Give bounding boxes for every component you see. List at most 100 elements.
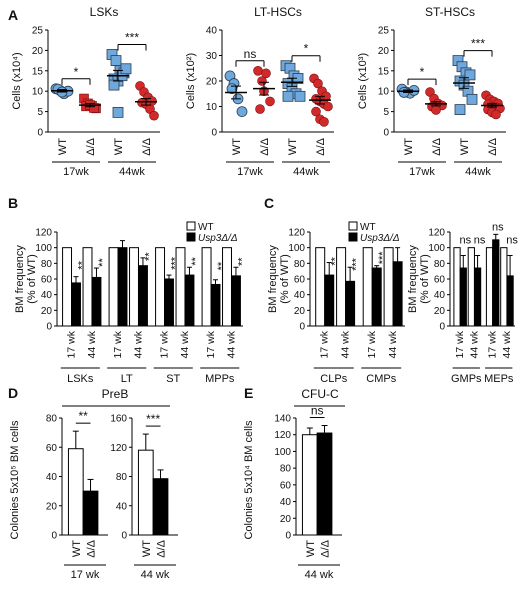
panel-a-0-title: LSKs <box>90 5 119 19</box>
panel-c-left-y-tick-label: 40 <box>294 290 306 301</box>
panel-letter-b: B <box>8 195 18 211</box>
panel-b-bar-ko <box>184 274 195 327</box>
panel-c-left-y-tick-label: 0 <box>299 322 305 333</box>
panel-b-y-tick-label: 20 <box>41 306 53 317</box>
panel-a-1-y-tick-label: 30 <box>206 51 218 62</box>
panel-d-17wk-y-tick-label: 0 <box>51 531 57 542</box>
panel-d-44wk-y-tick-label: 80 <box>116 472 128 483</box>
panel-d-17wk-bar-ko <box>82 490 99 536</box>
panel-a-0-sig-label: * <box>74 65 79 79</box>
panel-c-right-sig-label: ns <box>492 221 504 233</box>
panel-b-y-tick-label: 100 <box>35 243 52 254</box>
panel-a-2-ylabel: Cells (x10³) <box>357 53 369 109</box>
panel-c-left-y-tick-label: 60 <box>294 275 306 286</box>
panel-d-17wk-y-tick-label: 80 <box>46 414 58 425</box>
panel-c-left-ylabel-unit: (% of WT) <box>279 254 291 304</box>
panel-b-legend-swatch-wt <box>186 221 196 231</box>
panel-b-bar-ko <box>210 283 221 327</box>
panel-a-0-group-label: WT <box>113 138 125 155</box>
panel-c-left-sig-label: *** <box>351 257 363 271</box>
panel-a-1-point-ko <box>311 106 321 117</box>
panel-a-2-y-tick-label: 20 <box>378 46 390 57</box>
panel-a-0-group-label: WT <box>57 138 69 155</box>
panel-d-17wk-category-label: WT <box>71 540 83 557</box>
panel-a-0-y-tick-label: 20 <box>32 46 44 57</box>
panel-a-2-group-label: WT <box>459 138 471 155</box>
panel-a-1-y-tick-label: 20 <box>206 77 218 88</box>
panel-c-right-y-tick-label: 60 <box>434 275 446 286</box>
panel-b-group-label: LSKs <box>67 373 94 385</box>
panel-a-2-title: ST-HSCs <box>425 5 475 19</box>
panel-a-2-y-tick-label: 25 <box>378 26 390 37</box>
panel-e-44wk-category-label: WT <box>305 540 317 557</box>
panel-a-1-ylabel: Cells (x10²) <box>185 53 197 109</box>
panel-letter-a: A <box>8 7 18 23</box>
panel-b-bar-ko <box>71 282 81 327</box>
panel-c-left-group-label: CMPs <box>366 373 396 385</box>
panel-b-sig-label: ** <box>190 256 202 265</box>
panel-c-right-sig-label: ns <box>506 235 518 247</box>
panel-a-2-point-ko <box>431 105 441 115</box>
panel-c-left-bar-wt <box>315 247 326 327</box>
panel-d-44wk-y-tick-label: 160 <box>110 414 127 425</box>
panel-c-left-bar-wt <box>336 247 347 327</box>
panel-c-right-bar-wt <box>485 247 494 327</box>
panel-c-right-age-label: 17 wk <box>454 330 466 358</box>
panel-d-17wk-y-tick-label: 40 <box>46 472 58 483</box>
panel-b-bar-wt <box>108 247 119 327</box>
panel-letter-e: E <box>244 385 253 401</box>
panel-a-0-y-tick-label: 15 <box>32 66 44 77</box>
panel-a-1-point-ko <box>261 68 271 79</box>
panel-b-age-label: 44 wk <box>179 330 191 358</box>
panel-e-44wk-y-tick-label: 60 <box>280 480 292 491</box>
panel-a-0-point-wt <box>108 79 120 91</box>
panel-b-y-tick-label: 40 <box>41 290 53 301</box>
panel-a-2-y-tick-label: 15 <box>378 66 390 77</box>
panel-c-right-y-tick-label: 40 <box>434 290 446 301</box>
panel-a-0-group-label: Δ/Δ <box>85 137 97 155</box>
panel-a-2-y-tick-label: 5 <box>383 107 389 118</box>
panel-letter-c: C <box>264 195 274 211</box>
panel-c-right-sig-label: ns <box>459 235 471 247</box>
panel-c-right-sig-label: ns <box>474 235 486 247</box>
panel-a-2-y-tick-label: 10 <box>378 87 390 98</box>
panel-a-0-age-label: 44wk <box>119 166 145 178</box>
panel-e-44wk-bar-ko <box>316 432 333 536</box>
panel-c-right-y-tick-label: 0 <box>439 322 445 333</box>
panel-a-0-point-wt <box>112 107 124 118</box>
panel-a-1-point-ko <box>313 78 323 89</box>
panel-b-bar-wt <box>222 247 232 327</box>
panel-a-0-sig-label: *** <box>125 30 139 44</box>
panel-b-age-label: 44 wk <box>132 330 144 358</box>
panel-c-right-bar-wt <box>500 247 508 327</box>
panel-e-title: CFU-C <box>301 387 339 401</box>
panel-b-y-tick-label: 0 <box>46 322 52 333</box>
panel-b-age-label: 44 wk <box>86 330 98 358</box>
panel-b-bar-wt <box>62 247 73 327</box>
panel-e-44wk-category-label: Δ/Δ <box>320 539 332 557</box>
panel-c-right-age-label: 44 wk <box>468 330 480 358</box>
panel-b-age-label: 17 wk <box>112 330 124 358</box>
panel-b-sig-label: ** <box>76 260 88 269</box>
panel-b-ylabel-unit: (% of WT) <box>26 254 38 304</box>
panel-c-left-y-tick-label: 80 <box>294 259 306 270</box>
panel-e-44wk-y-tick-label: 120 <box>274 430 291 441</box>
panel-b-bar-wt <box>129 247 139 327</box>
panel-b-bar-ko <box>117 247 128 327</box>
panel-a-1-point-ko <box>323 101 333 112</box>
panel-b-group-label: MPPs <box>205 373 235 385</box>
panel-c-left-bar-ko <box>324 274 335 327</box>
panel-c-right-ylabel-unit: (% of WT) <box>419 254 431 304</box>
panel-c-left-legend-label-ko: Usp3Δ/Δ <box>360 233 400 244</box>
panel-d-17wk-bar-wt <box>67 448 84 536</box>
panel-d-ylabel: Colonies 5x10⁵ BM cells <box>9 420 21 539</box>
panel-c-right-bar-ko <box>506 275 514 327</box>
panel-a-0-y-tick-label: 10 <box>32 87 44 98</box>
panel-c-left-sig-label: ** <box>330 256 342 265</box>
panel-e-44wk-sig-label: ns <box>311 404 324 418</box>
panel-c-right-bar-ko <box>473 267 482 327</box>
panel-d-17wk-sig-label: ** <box>78 409 88 423</box>
panel-a-0-ylabel: Cells (x10⁴) <box>11 52 23 109</box>
panel-a-2-point-wt <box>464 69 476 81</box>
panel-a-0-y-tick-label: 25 <box>32 26 44 37</box>
